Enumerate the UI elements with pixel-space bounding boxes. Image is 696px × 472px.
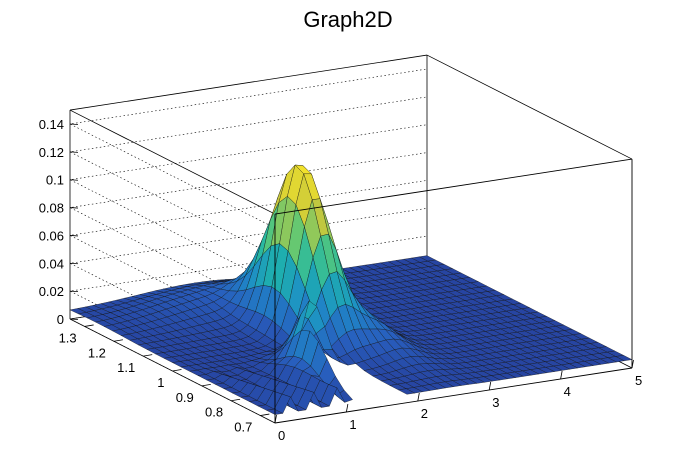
x-tick-label: 2 [421, 406, 428, 421]
z-tick [69, 235, 79, 237]
y-tick [143, 354, 153, 357]
z-gridline [69, 124, 428, 284]
y-tick-label: 1.1 [117, 360, 135, 375]
z-tick [69, 318, 79, 320]
z-tick-label: 0.06 [39, 228, 64, 243]
y-tick-label: 0.9 [176, 390, 194, 405]
surface-cell [397, 388, 416, 395]
y-tick [260, 413, 270, 416]
z-tick [69, 179, 79, 181]
x-tick-label: 1 [349, 417, 356, 432]
x-tick [488, 381, 492, 391]
z-gridline [69, 96, 428, 257]
chart-front-frame [274, 158, 633, 424]
frame-edge [274, 158, 633, 215]
z-gridline [69, 68, 428, 229]
y-tick-label: 1 [157, 375, 164, 390]
x-tick [346, 403, 349, 413]
z-tick-label: 0 [57, 312, 64, 327]
y-tick [172, 369, 182, 372]
z-tick [69, 207, 79, 209]
frame-edge [69, 109, 276, 215]
frame-edge [274, 367, 633, 424]
y-tick [113, 339, 123, 342]
y-tick [201, 383, 211, 387]
y-tick-label: 0.8 [205, 405, 223, 420]
z-tick [69, 262, 79, 265]
surface-plot [69, 164, 633, 415]
x-tick [274, 414, 277, 424]
frame-edge [69, 54, 428, 111]
x-tick-label: 4 [564, 384, 571, 399]
frame-edge [426, 54, 633, 160]
chart-axes: 0 0.02 0.04 0.06 0.08 0.1 0.12 0.14 0 1 2 3 4 5 0.7 0.8… [39, 117, 643, 443]
x-tick [631, 359, 634, 369]
y-tick [231, 398, 241, 402]
y-tick [84, 324, 94, 327]
z-tick [69, 290, 79, 293]
z-tick-label: 0.02 [39, 284, 64, 299]
z-tick-label: 0.08 [39, 201, 64, 216]
x-tick-label: 3 [492, 395, 499, 410]
z-tick-label: 0.1 [46, 173, 64, 188]
z-tick [69, 123, 79, 125]
y-tick-label: 1.2 [88, 345, 106, 360]
z-tick-label: 0.12 [39, 145, 64, 160]
z-tick-label: 0.14 [39, 117, 64, 132]
z-tick [69, 151, 79, 153]
z-gridline [69, 152, 428, 312]
z-tick-label: 0.04 [39, 256, 64, 271]
x-tick-label: 0 [278, 428, 285, 443]
x-tick [560, 370, 563, 380]
x-tick-label: 5 [635, 373, 642, 388]
y-tick-label: 1.3 [59, 330, 77, 345]
y-tick-label: 0.7 [234, 420, 252, 435]
chart-title: Graph2D [303, 7, 392, 32]
x-tick [417, 392, 420, 402]
